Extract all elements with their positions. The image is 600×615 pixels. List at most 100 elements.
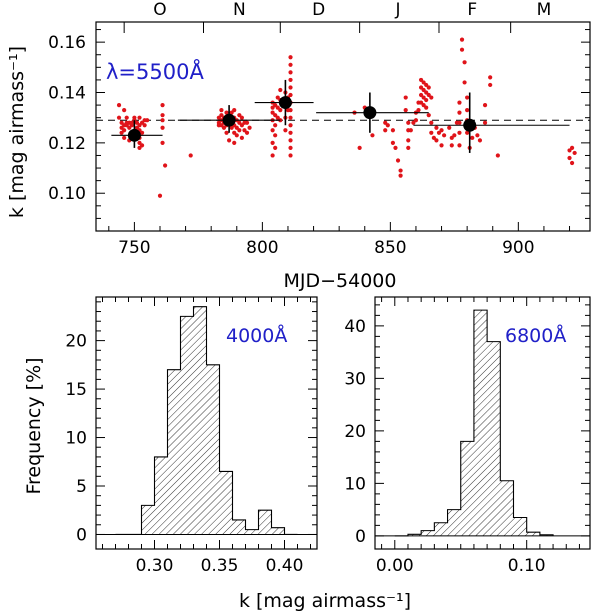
nightly-point [116, 102, 122, 108]
nightly-point [129, 123, 134, 128]
nightly-point [137, 145, 142, 151]
nightly-point [219, 123, 224, 128]
nightly-point [416, 108, 421, 113]
nightly-point [288, 70, 293, 75]
nightly-point [270, 140, 275, 145]
monthly-means [111, 79, 570, 153]
histogram-6800-x-tick-label: 0.00 [376, 556, 414, 576]
histogram-4000-y-tick-label: 15 [65, 380, 87, 400]
nightly-point [424, 105, 429, 110]
nightly-point [288, 85, 293, 90]
nightly-point [434, 138, 439, 143]
nightly-point [275, 105, 280, 110]
nightly-point [457, 130, 462, 135]
nightly-point [127, 125, 132, 130]
histogram-6800-annotation: 6800Å [505, 324, 566, 347]
histogram-6800-frame [374, 296, 591, 550]
histogram-4000-x-tick-label: 0.35 [201, 556, 239, 576]
nightly-point [239, 123, 244, 128]
monthly-mean-point [222, 113, 236, 127]
nightly-point [219, 108, 224, 113]
histogram-4000-bar [219, 471, 233, 535]
nightly-point [439, 143, 444, 148]
nightly-point [370, 133, 375, 138]
monthly-mean-point [463, 118, 477, 132]
month-label: O [153, 0, 166, 20]
nightly-point [134, 120, 140, 125]
nightly-point [403, 108, 408, 113]
nightly-point [124, 115, 129, 120]
nightly-points [116, 37, 577, 198]
nightly-point [411, 120, 416, 125]
histogram-4000: 0.30 0.35 0.40 0 5 10 15 20 4000Å Frequency [%] [23, 296, 318, 576]
nightly-point [160, 118, 165, 123]
histogram-4000-y-tick-label: 0 [76, 525, 87, 545]
histogram-6800-x-tick-label: 0.10 [508, 556, 546, 576]
nightly-point [488, 75, 493, 80]
histogram-6800: 0.00 0.10 0 10 20 30 40 6800Å [344, 296, 591, 576]
nightly-point [237, 128, 242, 133]
nightly-point [457, 120, 462, 125]
nightly-point [124, 123, 129, 128]
nightly-point [288, 153, 293, 158]
nightly-point [139, 120, 145, 125]
nightly-point [424, 97, 429, 103]
nightly-point [421, 95, 426, 100]
histogram-4000-x-tick-label: 0.40 [266, 556, 304, 576]
nightly-point [406, 120, 411, 125]
nightly-point [424, 82, 429, 88]
nightly-point [495, 153, 500, 158]
top-y-tick-label: 0.10 [48, 184, 86, 204]
nightly-point [232, 108, 237, 113]
nightly-point [145, 118, 150, 123]
nightly-point [426, 113, 431, 118]
nightly-point [439, 128, 444, 133]
nightly-point [160, 102, 165, 108]
nightly-point [452, 133, 457, 138]
histogram-6800-bar [434, 522, 448, 536]
nightly-point [470, 135, 475, 140]
nightly-point [237, 120, 242, 125]
nightly-point [288, 108, 293, 113]
nightly-point [288, 55, 293, 60]
nightly-point [408, 128, 413, 133]
month-label: M [537, 0, 552, 20]
nightly-point [119, 125, 124, 130]
nightly-point [465, 95, 470, 100]
nightly-point [242, 128, 247, 133]
nightly-point [275, 115, 280, 120]
top-y-tick-label: 0.12 [48, 134, 86, 154]
nightly-point [418, 100, 424, 105]
nightly-point [288, 62, 293, 67]
nightly-point [288, 92, 293, 98]
nightly-point [224, 130, 229, 135]
top-y-axis-label: k [mag airmass⁻¹] [6, 46, 28, 218]
histogram-6800-bars [375, 309, 590, 537]
nightly-point [288, 138, 293, 143]
histogram-4000-bar [271, 527, 285, 535]
nightly-point [216, 115, 221, 120]
nightly-point [569, 145, 575, 151]
nightly-point [137, 115, 142, 120]
month-label: J [395, 0, 401, 20]
top-x-tick-label: 750 [118, 238, 150, 258]
bottom-x-axis-label: k [mag airmass⁻¹] [239, 590, 411, 612]
nightly-point [232, 130, 237, 135]
nightly-point [459, 37, 465, 42]
nightly-point [247, 125, 252, 130]
nightly-point [273, 145, 278, 151]
nightly-point [142, 123, 147, 128]
nightly-point [234, 125, 239, 130]
histogram-6800-bar [513, 517, 527, 536]
monthly-mean-point [127, 128, 141, 142]
nightly-point [160, 140, 165, 145]
nightly-point [449, 143, 454, 148]
top-y-tick-label: 0.16 [48, 33, 86, 53]
nightly-point [119, 120, 124, 125]
nightly-point [421, 87, 426, 93]
nightly-point [421, 80, 426, 85]
top-x-tick-label: 850 [374, 238, 406, 258]
histogram-6800-bar [447, 509, 461, 536]
nightly-point [288, 77, 293, 83]
